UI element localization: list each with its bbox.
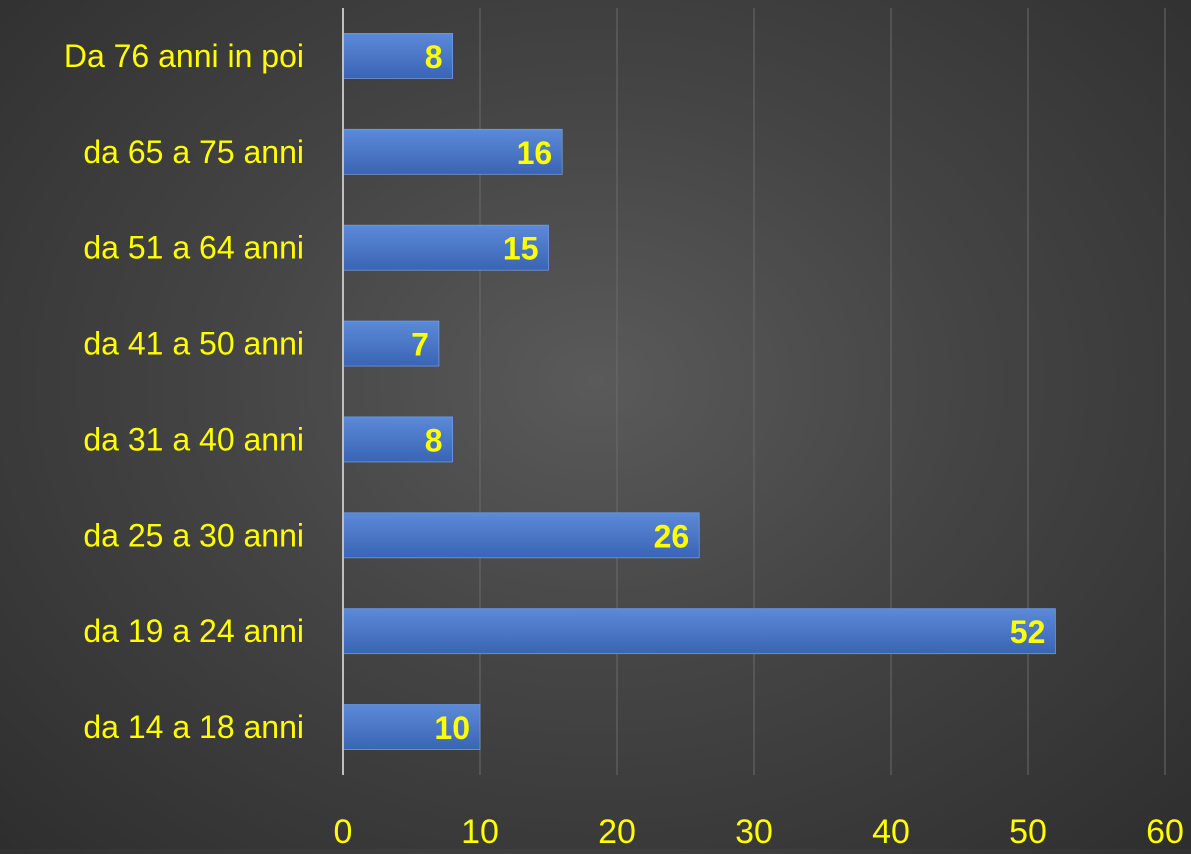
x-tick-label: 60	[1146, 813, 1184, 849]
bar	[342, 608, 1056, 655]
x-tick-label: 0	[334, 813, 353, 849]
bar-value-label: 8	[425, 39, 443, 75]
category-label: da 41 a 50 anni	[83, 326, 304, 362]
category-label: da 19 a 24 anni	[83, 613, 304, 649]
category-label: da 25 a 30 anni	[83, 517, 304, 553]
bar-value-label: 52	[1010, 614, 1046, 650]
bar-value-label: 16	[517, 135, 553, 171]
x-tick-label: 50	[1009, 813, 1047, 849]
bar	[342, 704, 481, 750]
x-tick-label: 40	[872, 813, 910, 849]
x-tick-label: 20	[598, 813, 636, 849]
bar	[342, 512, 700, 559]
bars: 10 52 26 8 7 15 16 8	[342, 33, 1056, 750]
bar-value-label: 26	[654, 518, 690, 554]
x-tick-label: 30	[735, 813, 773, 849]
category-label: da 65 a 75 anni	[83, 134, 304, 170]
bar-value-label: 10	[434, 710, 470, 746]
bar	[342, 33, 453, 79]
category-label: da 31 a 40 anni	[83, 421, 304, 457]
x-tick-labels: 0 10 20 30 40 50 60	[334, 813, 1184, 851]
bar	[342, 320, 440, 367]
category-label: da 14 a 18 anni	[83, 709, 304, 745]
x-tick-label: 10	[461, 813, 499, 849]
bar-value-label: 7	[411, 327, 429, 363]
category-label: da 51 a 64 anni	[83, 230, 304, 266]
bar-value-label: 8	[425, 422, 443, 458]
bar-value-label: 15	[503, 231, 539, 267]
bar	[342, 128, 563, 175]
category-label: Da 76 anni in poi	[64, 38, 304, 74]
category-labels: da 14 a 18 anni da 19 a 24 anni da 25 a 30…	[64, 38, 304, 745]
gridlines	[479, 8, 1166, 775]
bar	[342, 224, 549, 271]
